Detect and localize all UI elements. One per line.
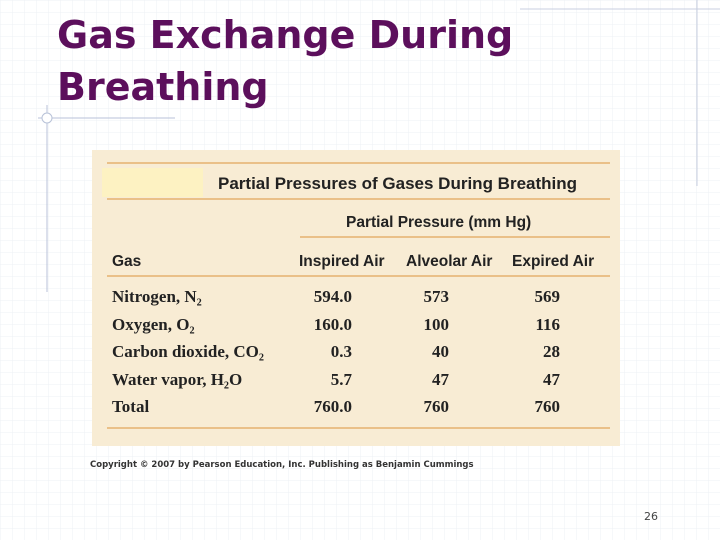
table-cell: Oxygen, O₂ <box>112 315 195 334</box>
column-header: Alveolar Air <box>406 253 492 270</box>
table-cell: 40 <box>432 342 449 361</box>
table-cell: Nitrogen, N₂ <box>112 287 202 306</box>
table-cell: 28 <box>543 342 560 361</box>
table-cell: 160.0 <box>314 315 352 334</box>
highlight <box>102 168 203 197</box>
table-cell: 760.0 <box>314 397 352 416</box>
table-cell: Water vapor, H₂O <box>112 370 242 389</box>
column-header: Expired Air <box>512 253 594 270</box>
table-cell: 760 <box>535 397 561 416</box>
table-title: Partial Pressures of Gases During Breath… <box>218 174 577 193</box>
table-cell: 569 <box>535 287 561 306</box>
table-cell: 116 <box>535 315 560 334</box>
copyright: Copyright © 2007 by Pearson Education, I… <box>90 460 474 470</box>
table-cell: 573 <box>424 287 450 306</box>
table-cell: Carbon dioxide, CO₂ <box>112 342 264 361</box>
table-cell: 0.3 <box>331 342 352 361</box>
table-cell: 760 <box>424 397 450 416</box>
table-cell: 5.7 <box>331 370 353 389</box>
table-cell: Total <box>112 397 149 416</box>
table-cell: 47 <box>543 370 561 389</box>
column-header: Inspired Air <box>299 253 385 270</box>
table: Gas Inspired Air Alveolar Air Expired Air Ni… <box>112 253 594 416</box>
table-subheader: Partial Pressure (mm Hg) <box>346 214 531 231</box>
deco-circle <box>41 112 53 124</box>
table-cell: 594.0 <box>314 287 352 306</box>
column-header: Gas <box>112 253 141 270</box>
table-cell: 100 <box>424 315 450 334</box>
table-cell: 47 <box>432 370 450 389</box>
page-number: 26 <box>644 510 658 523</box>
slide-title: Gas Exchange During Breathing <box>57 13 513 109</box>
